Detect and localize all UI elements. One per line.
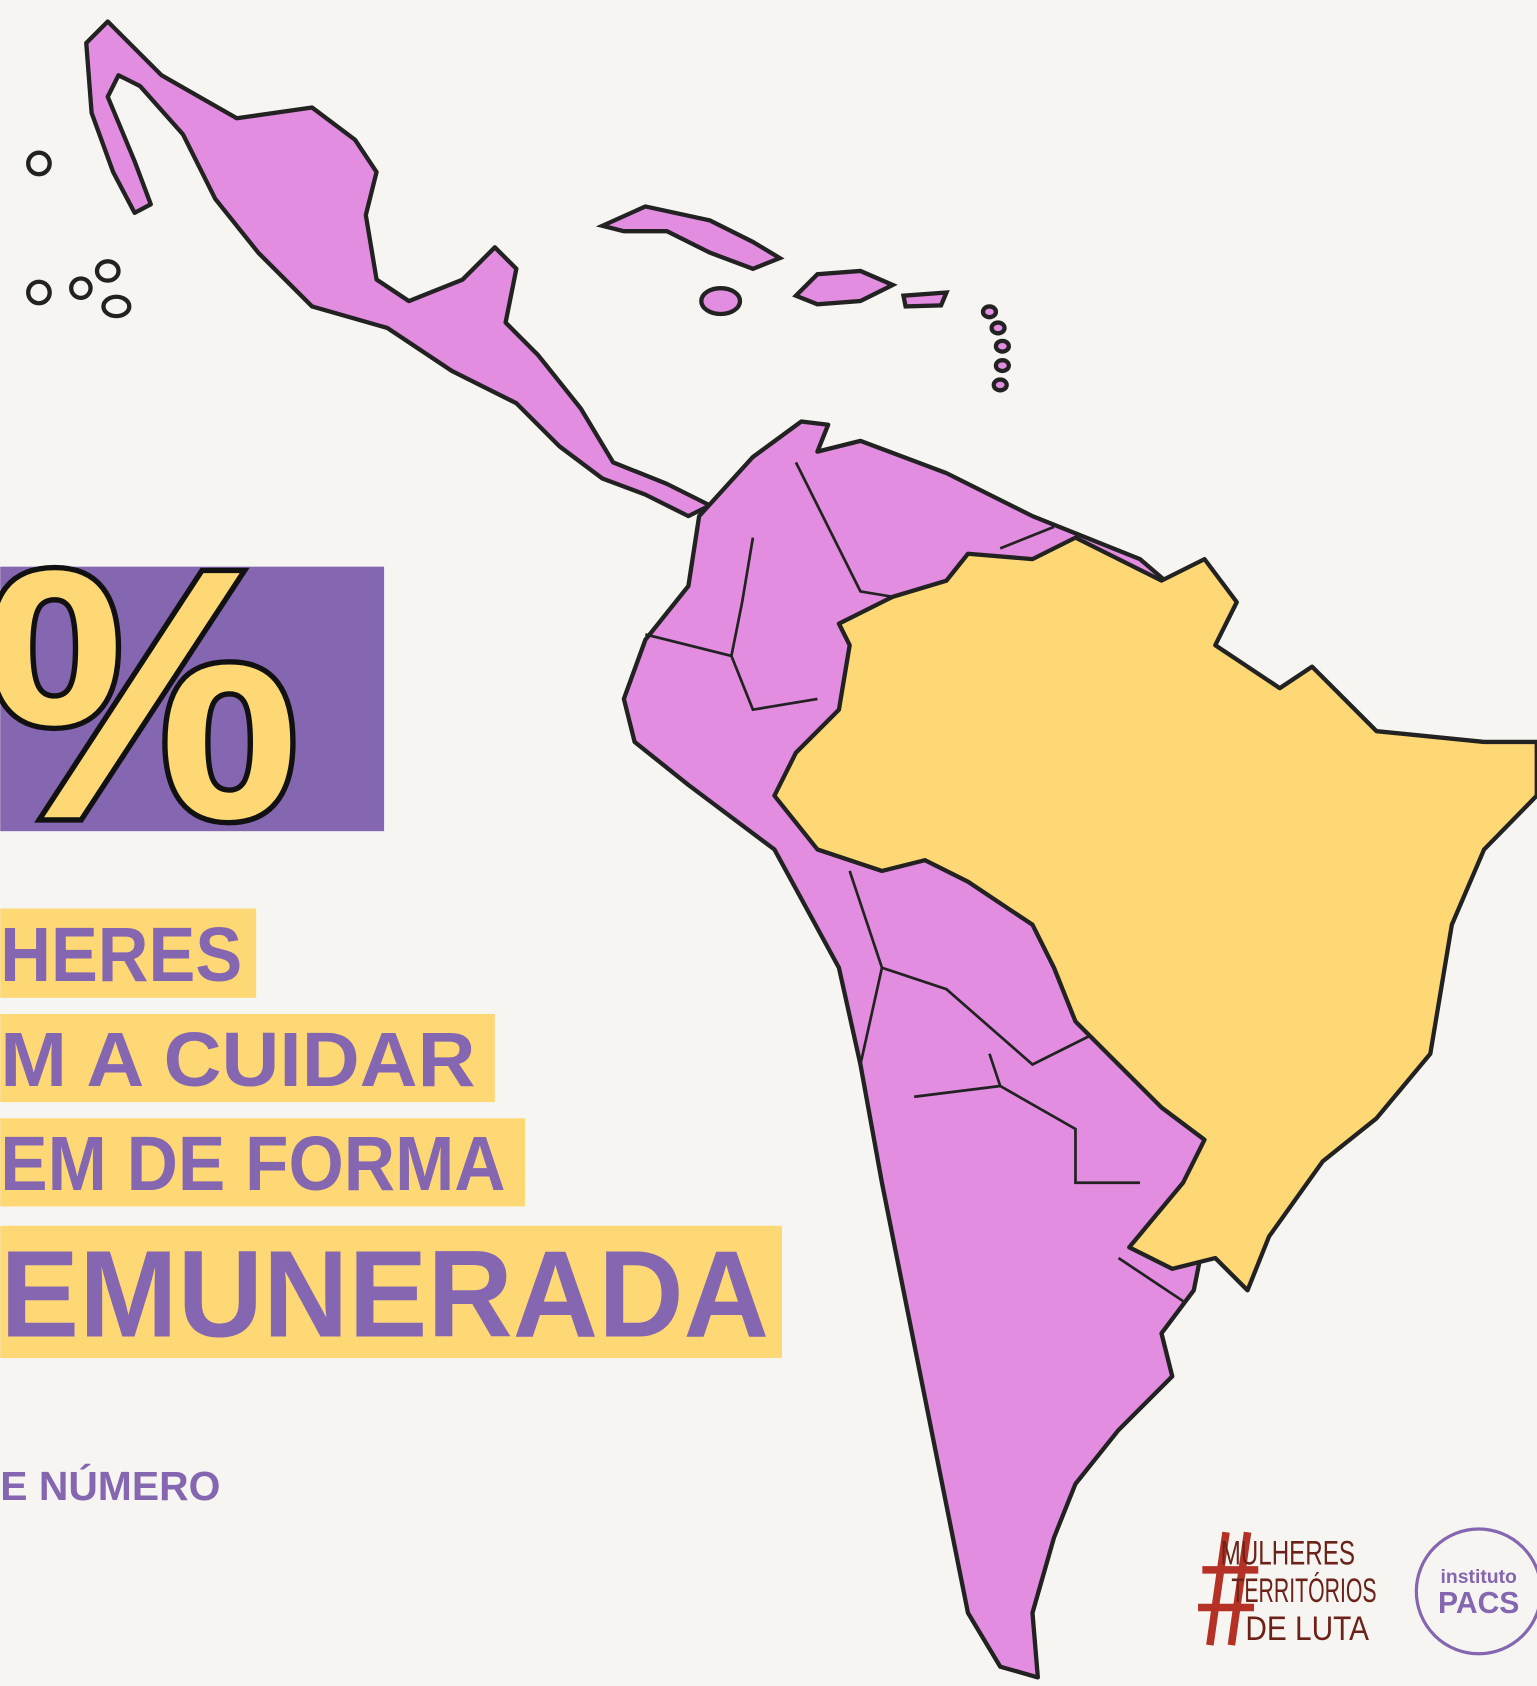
- logo-text: instituto: [1441, 1566, 1517, 1588]
- jamaica: [699, 286, 743, 317]
- label-box: [0, 1013, 495, 1103]
- logo-line: MULHERES: [1221, 1534, 1355, 1572]
- label-box: [0, 908, 257, 998]
- islands: [26, 150, 1011, 393]
- logo-mulheres: MULHERES TERRITÓRIOS DE LUTA: [1198, 1531, 1377, 1648]
- label-box: [0, 1225, 782, 1359]
- map: [26, 19, 1537, 1680]
- cuba: [595, 204, 785, 272]
- logo-text: PACS: [1438, 1587, 1519, 1620]
- label-text: EM DE FORMA: [0, 1121, 505, 1207]
- source: E NÚMERO: [0, 1463, 220, 1509]
- label-box: [0, 1118, 525, 1207]
- label-text: M A CUIDAR: [0, 1017, 475, 1103]
- borders: [645, 461, 1184, 1303]
- mexico-central-america: [84, 19, 713, 519]
- logo-pacs: instituto PACS: [1414, 1527, 1537, 1656]
- brazil: [772, 535, 1537, 1293]
- logo-line: TERRITÓRIOS: [1231, 1571, 1376, 1610]
- percent-box: [0, 566, 385, 832]
- puerto-rico: [900, 290, 950, 309]
- label-text: EMUNERADA: [0, 1225, 769, 1363]
- hispaniola: [792, 268, 898, 307]
- headline: HERES M A CUIDAR EM DE FORMA EMUNERADA: [0, 908, 782, 1363]
- percent: %: [0, 497, 300, 893]
- label-text: HERES: [0, 912, 242, 998]
- logo-line: DE LUTA: [1245, 1610, 1369, 1648]
